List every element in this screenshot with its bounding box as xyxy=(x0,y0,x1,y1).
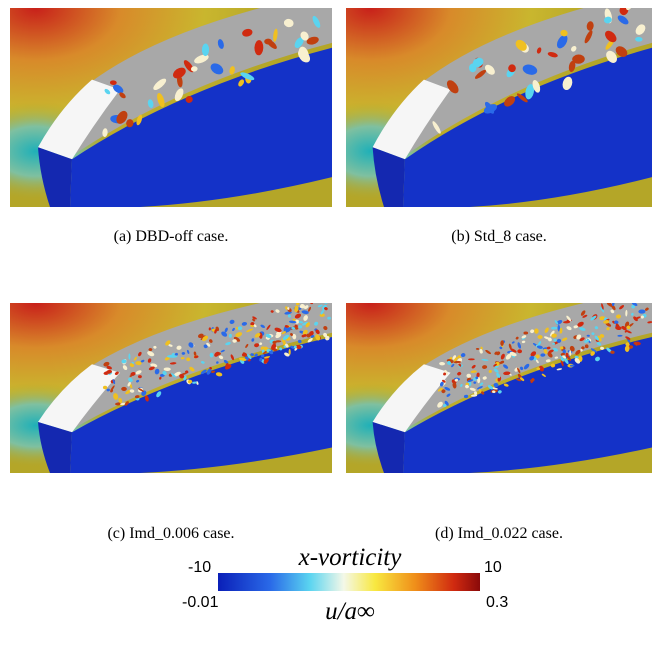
panel-image xyxy=(346,303,652,473)
colorbar-label: 0.3 xyxy=(486,594,508,612)
colorbar-gradient xyxy=(218,573,480,591)
colorbar-title: x-vorticity xyxy=(250,544,450,572)
panel-image xyxy=(10,8,332,207)
colorbar xyxy=(218,573,480,591)
panel-caption: (b) Std_8 case. xyxy=(339,228,659,246)
panel-image xyxy=(10,303,332,473)
colorbar-label: -0.01 xyxy=(182,594,218,612)
colorbar-label: 10 xyxy=(484,559,502,577)
colorbar-label: -10 xyxy=(188,559,211,577)
colorbar-title: u/a∞ xyxy=(250,598,450,626)
panel-caption: (d) Imd_0.022 case. xyxy=(339,525,659,543)
page: (a) DBD-off case. (b) Std_8 case. (c) Im… xyxy=(0,0,662,663)
panel-caption: (c) Imd_0.006 case. xyxy=(11,525,331,543)
panel-image xyxy=(346,8,652,207)
panel-caption: (a) DBD-off case. xyxy=(11,228,331,246)
